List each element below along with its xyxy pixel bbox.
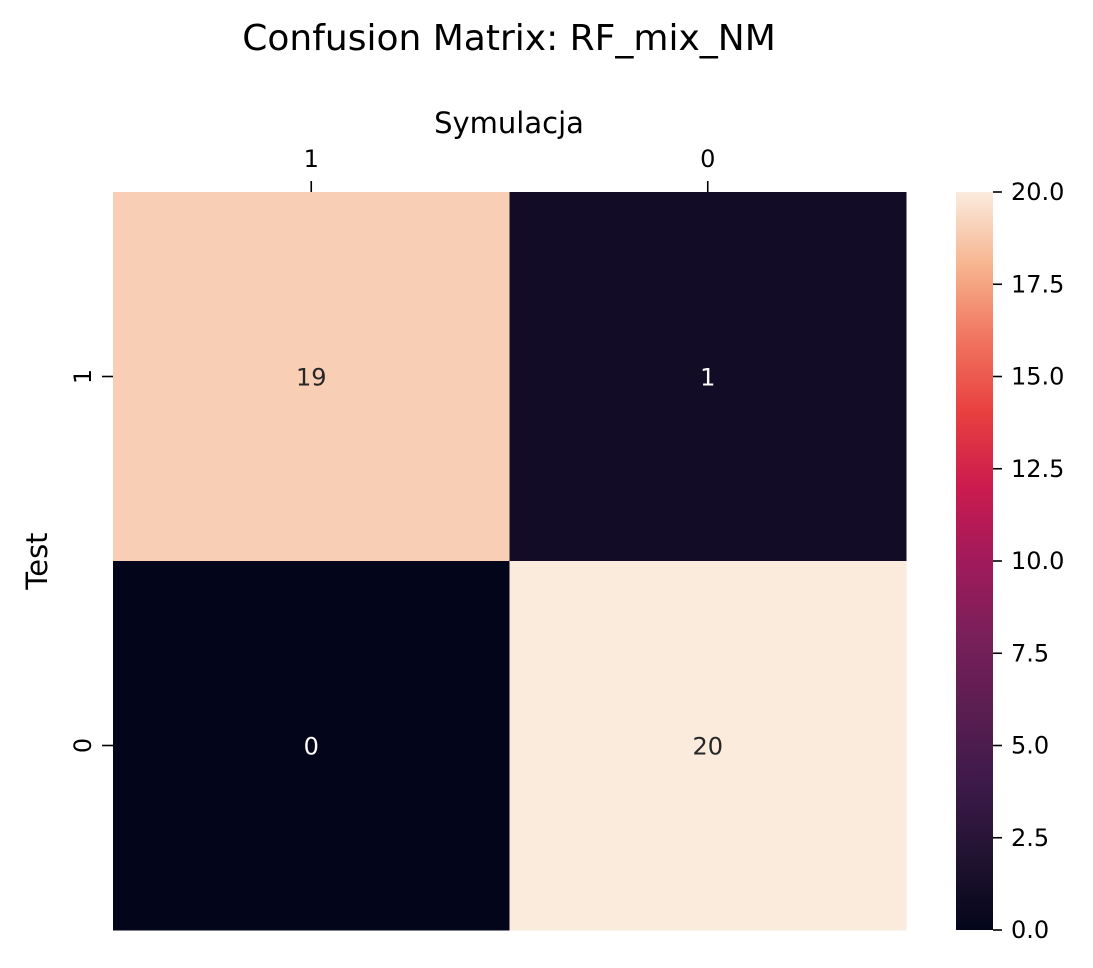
colorbar-tick-label: 20.0 <box>1011 178 1064 206</box>
y-tick-label: 1 <box>69 369 97 384</box>
x-tick-label: 0 <box>700 145 715 173</box>
heatmap-cells: 19 1 0 20 <box>113 192 907 931</box>
colorbar-ticks: 0.0 2.5 5.0 7.5 10.0 12.5 15.0 17.5 20.0 <box>993 178 1064 944</box>
x-tick-label: 1 <box>304 145 319 173</box>
heatmap-cell <box>509 561 907 931</box>
colorbar-tick-label: 15.0 <box>1011 363 1064 391</box>
colorbar-tick-label: 17.5 <box>1011 270 1064 298</box>
cell-value-label: 20 <box>692 733 723 761</box>
y-tick-label: 0 <box>69 738 97 753</box>
chart-title: Confusion Matrix: RF_mix_NM <box>242 18 776 59</box>
cell-value-label: 0 <box>304 733 319 761</box>
heatmap-cell <box>509 192 907 562</box>
y-axis-ticks: 10 <box>69 369 113 753</box>
colorbar <box>956 192 993 930</box>
colorbar-tick-label: 10.0 <box>1011 547 1064 575</box>
colorbar-tick-label: 5.0 <box>1011 732 1049 760</box>
heatmap-cell <box>113 192 510 562</box>
y-axis-label: Test <box>20 532 54 590</box>
colorbar-tick-label: 2.5 <box>1011 824 1049 852</box>
x-axis-label: Symulacja <box>434 106 584 140</box>
cell-value-label: 1 <box>700 364 715 392</box>
colorbar-tick-label: 7.5 <box>1011 639 1049 667</box>
cell-value-label: 19 <box>296 364 327 392</box>
colorbar-tick-label: 0.0 <box>1011 916 1049 944</box>
colorbar-tick-label: 12.5 <box>1011 455 1064 483</box>
heatmap-cell <box>113 561 510 931</box>
